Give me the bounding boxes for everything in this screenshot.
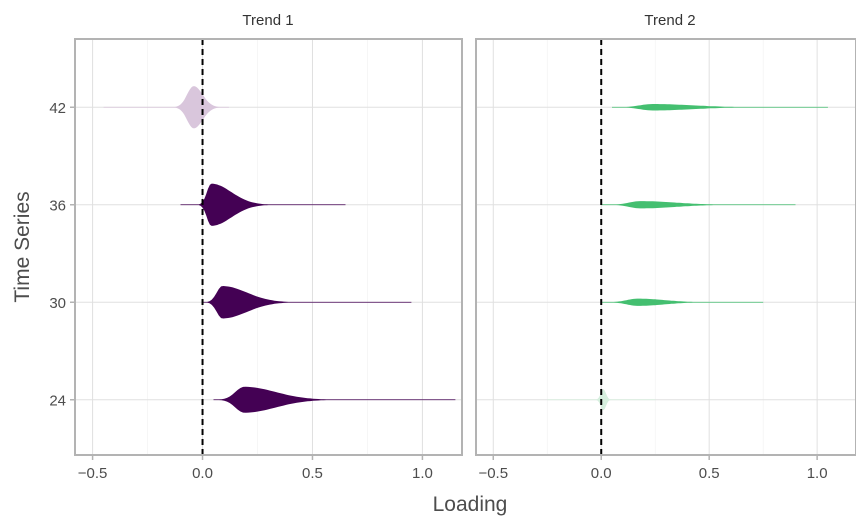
x-tick-label: 0.0: [591, 465, 612, 482]
panel-trend-1: [74, 38, 463, 456]
violin-30: [202, 286, 412, 319]
x-axis-title: Loading: [433, 493, 508, 516]
y-axis: 24 30 36 42: [49, 100, 75, 409]
violin-42: [612, 104, 828, 111]
x-tick-label: 0.5: [302, 465, 323, 482]
x-tick-label: −0.5: [78, 465, 108, 482]
x-tick-label: 0.5: [699, 465, 720, 482]
violin-36: [180, 183, 346, 226]
panel-border: [74, 38, 463, 456]
y-tick-label: 30: [49, 295, 66, 312]
violin-24: [213, 386, 456, 413]
violin-42: [103, 86, 229, 129]
x-tick-label: 1.0: [412, 465, 433, 482]
y-tick-label: 42: [49, 100, 66, 117]
y-axis-title: Time Series: [11, 191, 34, 302]
violin-36: [601, 201, 796, 209]
violin-30: [601, 298, 764, 306]
panel-border: [475, 38, 856, 456]
x-tick-label: −0.5: [478, 465, 508, 482]
y-tick-label: 36: [49, 197, 66, 214]
x-tick-label: 0.0: [192, 465, 213, 482]
violin-group: [547, 104, 828, 411]
x-axis: −0.5 0.0 0.5 1.0 −0.5 0.0 0.5 1.0: [78, 455, 828, 482]
y-tick-label: 24: [49, 392, 66, 409]
panel-2-strip-label: Trend 2: [644, 12, 695, 29]
x-tick-label: 1.0: [807, 465, 828, 482]
panel-1-strip-label: Trend 1: [242, 12, 293, 29]
violin-group: [103, 86, 456, 413]
panel-trend-2: [475, 38, 856, 456]
